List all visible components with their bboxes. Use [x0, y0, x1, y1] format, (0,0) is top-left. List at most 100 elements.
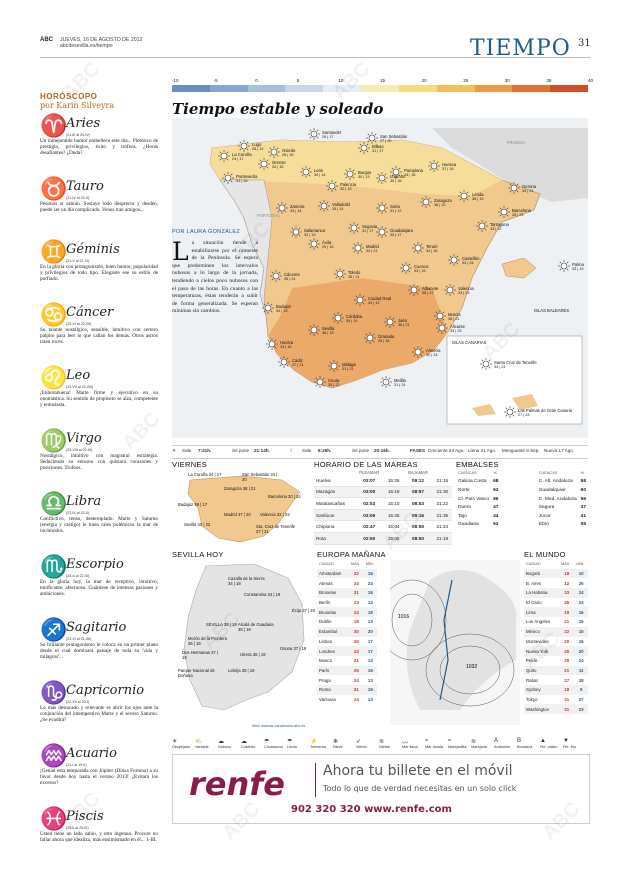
legend-label: Nieve	[333, 745, 343, 749]
europe-title: EUROPA MAÑANA	[317, 550, 386, 559]
table-cell: Nueva York	[524, 646, 560, 656]
city-name: Murcia	[448, 312, 461, 317]
tides-cell: 15:26	[384, 475, 404, 487]
sevilla-province	[183, 563, 305, 711]
city-entry: Valencia 32 | 22	[260, 512, 290, 517]
city-name: Burgos	[358, 170, 372, 175]
tides-cell: 08:57	[403, 486, 433, 499]
article-title: Tiempo estable y soleado	[172, 100, 384, 118]
sun-icon	[238, 140, 250, 152]
table-row: Guadiana 63	[456, 521, 500, 530]
sign-text: Pésimos sí sabrán. Soslaye todo despreci…	[40, 201, 158, 214]
sun-icon	[258, 158, 270, 170]
sevilla-panel: SEVILLA HOY Cazalla de la Sierra 34 | 18…	[172, 550, 315, 734]
weather-legend: ☀ Despejado ⛅ Variable ☁ Nuboso ☁ Cubierto ☂ Chub…	[172, 738, 588, 752]
table-cell: 31	[564, 696, 570, 702]
table-row: Bogotá 18 10	[524, 568, 588, 579]
sun-icon	[376, 202, 388, 214]
table-cell: 24	[578, 600, 584, 606]
city-name: Alicante	[450, 324, 465, 329]
sign-dates: (23-X al 22-XI)	[66, 574, 90, 578]
sun-icon	[364, 332, 376, 344]
table-cell: 9	[574, 684, 588, 695]
header-url[interactable]: abcdesevilla.es/tiempo	[60, 43, 113, 49]
city-temps: 31 | 17	[362, 229, 374, 233]
city-name: Las Palmas de Gran Canaria	[518, 408, 572, 413]
temperature-scale-labels: -10 -5 0 5 10 15 20 25 30 35 40	[172, 78, 593, 85]
table-row: C. Alt. Andaluza 68	[537, 478, 588, 487]
reservoirs-columns: CUENCAS% Galicia Costa 68 Norte 63 Cl. País V…	[456, 469, 588, 529]
mareas-web-link[interactable]: Web mareas canalmotor.abc.es	[252, 724, 306, 728]
ad-contact[interactable]: 902 320 320 www.renfe.com	[291, 804, 452, 815]
sun-moon-bar: ☀ Sale 7:41h. Se pone 21:14h. ☾ Sale 6:2…	[172, 445, 588, 459]
city-temps: 28 | 23	[512, 213, 524, 217]
table-row: Sanlúcar 03:06 15:25 09:16 21:35	[314, 509, 452, 522]
sun-icon	[436, 322, 448, 334]
legend-label: Nuboso	[218, 745, 232, 749]
table-cell: 31	[348, 684, 364, 695]
sun-icon: ☀	[172, 448, 177, 453]
table-cell: Rabat	[526, 677, 538, 683]
table-cell: 16	[363, 568, 377, 579]
city-name: San Sebastián	[380, 134, 408, 139]
table-cell: 21	[564, 619, 570, 625]
city-name: Melilla	[394, 378, 406, 383]
table-cell: 22	[559, 626, 575, 637]
horoscope-title: HORÓSCOPO	[40, 92, 98, 101]
scale-label: 0	[255, 78, 258, 83]
city-name: Valladolid	[332, 202, 350, 207]
sign-dates: (22-XII al 20-I)	[66, 700, 89, 704]
table-cell: B. Aires	[526, 580, 542, 586]
sun-icon	[222, 172, 234, 184]
tides-cell: Chipiona	[314, 520, 355, 533]
table-row: Praga 24 13	[317, 675, 377, 685]
city-name: Huelva	[280, 340, 294, 345]
city-temps: 38 | 22	[434, 203, 446, 207]
city-temps: 35 | 18	[378, 339, 390, 343]
sun-icon	[480, 358, 492, 370]
table-row: Matalascañas 02:53 15:10 08:53 21:22	[314, 497, 452, 510]
table-row: B. Aires 12 26	[524, 578, 588, 588]
sign-7: ♏ Escorpio (23-X al 22-XI) En la gloria …	[40, 555, 160, 618]
horoscope-author: por Karin Silveyra	[40, 101, 115, 110]
table-row: Amsterdam 22 16	[317, 568, 377, 579]
sun-icon	[390, 166, 402, 178]
renfe-ad[interactable]: renfe Ahora tu billete en el móvil Todo …	[172, 754, 590, 824]
zodiac-icon: ♑	[40, 681, 68, 706]
legend-icon: ▼	[563, 738, 569, 744]
reservoir-value: 68	[580, 479, 586, 485]
table-row: Bruselas 24 18	[317, 607, 377, 618]
reservoirs-title: EMBALSES	[456, 460, 499, 469]
city-name: Orense	[272, 160, 286, 165]
city-temps: 30 | 13	[358, 175, 370, 179]
sign-text: Usted tiene un lado sabio, y otro ingenu…	[40, 831, 158, 844]
table-cell: Dublin	[319, 619, 332, 625]
city-entry: Morón de la Frontera 36 | 19	[188, 636, 228, 646]
legend-label: Fte. frío	[563, 745, 577, 749]
zodiac-icon: ♍	[40, 429, 68, 454]
city-temps: 33 | 18	[280, 345, 292, 349]
sun-icon	[434, 310, 446, 322]
sun-icon	[400, 262, 412, 274]
tides-cell: 03:06	[354, 509, 385, 522]
tides-cell: 09:12	[403, 475, 433, 487]
tides-cell: Matalascañas	[314, 497, 355, 510]
legend-icon: ➶	[356, 739, 362, 745]
city-name: Almería	[426, 348, 441, 353]
table-cell: Sydney	[524, 684, 560, 695]
sun-icon	[412, 242, 424, 254]
tides-cell: 08:55	[403, 520, 433, 533]
city-temps: 35 | 16	[390, 179, 402, 183]
reservoir-value: 55	[580, 522, 586, 528]
tides-cell: 15:06	[384, 532, 404, 545]
legend-label: Mar rizada	[425, 745, 443, 749]
table-row: Cl. País Vasco 86	[456, 495, 500, 504]
sign-text: ¡Genial esta temporada con Júpiter (Dios…	[40, 768, 158, 787]
table-cell: 20	[574, 646, 588, 656]
viernes-title: VIERNES	[172, 460, 208, 469]
south-zone	[268, 278, 448, 388]
scale-swatch	[209, 85, 248, 92]
legend-label: Despejado	[172, 745, 191, 749]
city-temps: 33 | 16	[404, 173, 416, 177]
city-entry: SEVILLA 38 | 19	[206, 622, 237, 627]
